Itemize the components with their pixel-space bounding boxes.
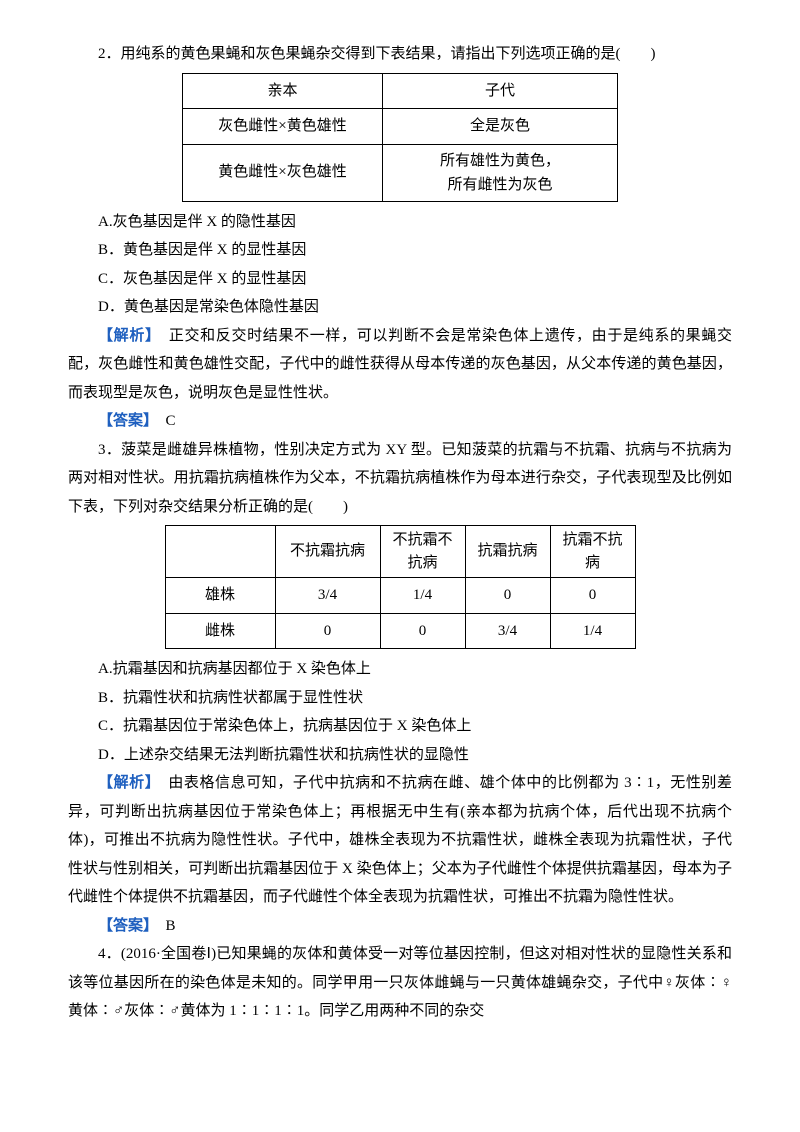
- q3-r0c4: 0: [550, 578, 635, 614]
- q3-opt-a: A.抗霜基因和抗病基因都位于 X 染色体上: [68, 655, 732, 684]
- q2-opt-c: C．灰色基因是伴 X 的显性基因: [68, 265, 732, 294]
- q4-stem: 4．(2016·全国卷Ⅰ)已知果蝇的灰体和黄体受一对等位基因控制，但这对相对性状…: [68, 940, 732, 1026]
- q2-th-offspring: 子代: [383, 73, 618, 109]
- q3-r0c0: 雄株: [165, 578, 275, 614]
- q2-r0c1: 全是灰色: [383, 109, 618, 145]
- q3-opt-c: C．抗霜基因位于常染色体上，抗病基因位于 X 染色体上: [68, 712, 732, 741]
- q3-th-4: 抗霜不抗病: [550, 526, 635, 578]
- q2-stem: 2．用纯系的黄色果蝇和灰色果蝇杂交得到下表结果，请指出下列选项正确的是( ): [68, 40, 732, 69]
- q3-analysis-text: 由表格信息可知，子代中抗病和不抗病在雌、雄个体中的比例都为 3∶1，无性别差异，…: [68, 775, 732, 905]
- q2-opt-a: A.灰色基因是伴 X 的隐性基因: [68, 208, 732, 237]
- q3-r0c2: 1/4: [380, 578, 465, 614]
- q2-answer: 【答案】 C: [68, 407, 732, 436]
- q3-th-3: 抗霜抗病: [465, 526, 550, 578]
- q3-answer: 【答案】 B: [68, 912, 732, 941]
- q3-r1c3: 3/4: [465, 613, 550, 649]
- analysis-label: 【解析】: [98, 328, 153, 344]
- q2-opt-d: D．黄色基因是常染色体隐性基因: [68, 293, 732, 322]
- q2-r1c1: 所有雄性为黄色，所有雌性为灰色: [383, 144, 618, 201]
- q3-analysis: 【解析】 由表格信息可知，子代中抗病和不抗病在雌、雄个体中的比例都为 3∶1，无…: [68, 769, 732, 912]
- q3-answer-text: B: [151, 918, 176, 934]
- q3-r1c1: 0: [275, 613, 380, 649]
- q2-analysis-text: 正交和反交时结果不一样，可以判断不会是常染色体上遗传，由于是纯系的果蝇交配，灰色…: [68, 328, 732, 401]
- q3-opt-b: B．抗霜性状和抗病性状都属于显性性状: [68, 684, 732, 713]
- q3-th-blank: [165, 526, 275, 578]
- q2-th-parents: 亲本: [183, 73, 383, 109]
- q3-table: 不抗霜抗病 不抗霜不抗病 抗霜抗病 抗霜不抗病 雄株 3/4 1/4 0 0 雌…: [165, 525, 636, 649]
- q2-answer-text: C: [151, 413, 176, 429]
- analysis-label: 【解析】: [98, 775, 153, 791]
- q2-r1c0: 黄色雌性×灰色雄性: [183, 144, 383, 201]
- q3-r0c1: 3/4: [275, 578, 380, 614]
- q3-th-1: 不抗霜抗病: [275, 526, 380, 578]
- q2-table: 亲本 子代 灰色雌性×黄色雄性 全是灰色 黄色雌性×灰色雄性 所有雄性为黄色，所…: [182, 73, 618, 202]
- answer-label: 【答案】: [98, 918, 151, 934]
- q3-r1c0: 雌株: [165, 613, 275, 649]
- q3-r1c2: 0: [380, 613, 465, 649]
- q2-r0c0: 灰色雌性×黄色雄性: [183, 109, 383, 145]
- q3-r1c4: 1/4: [550, 613, 635, 649]
- q3-th-2: 不抗霜不抗病: [380, 526, 465, 578]
- q3-opt-d: D．上述杂交结果无法判断抗霜性状和抗病性状的显隐性: [68, 741, 732, 770]
- q2-opt-b: B．黄色基因是伴 X 的显性基因: [68, 236, 732, 265]
- q3-stem: 3．菠菜是雌雄异株植物，性别决定方式为 XY 型。已知菠菜的抗霜与不抗霜、抗病与…: [68, 436, 732, 522]
- q2-analysis: 【解析】 正交和反交时结果不一样，可以判断不会是常染色体上遗传，由于是纯系的果蝇…: [68, 322, 732, 408]
- q3-r0c3: 0: [465, 578, 550, 614]
- answer-label: 【答案】: [98, 413, 151, 429]
